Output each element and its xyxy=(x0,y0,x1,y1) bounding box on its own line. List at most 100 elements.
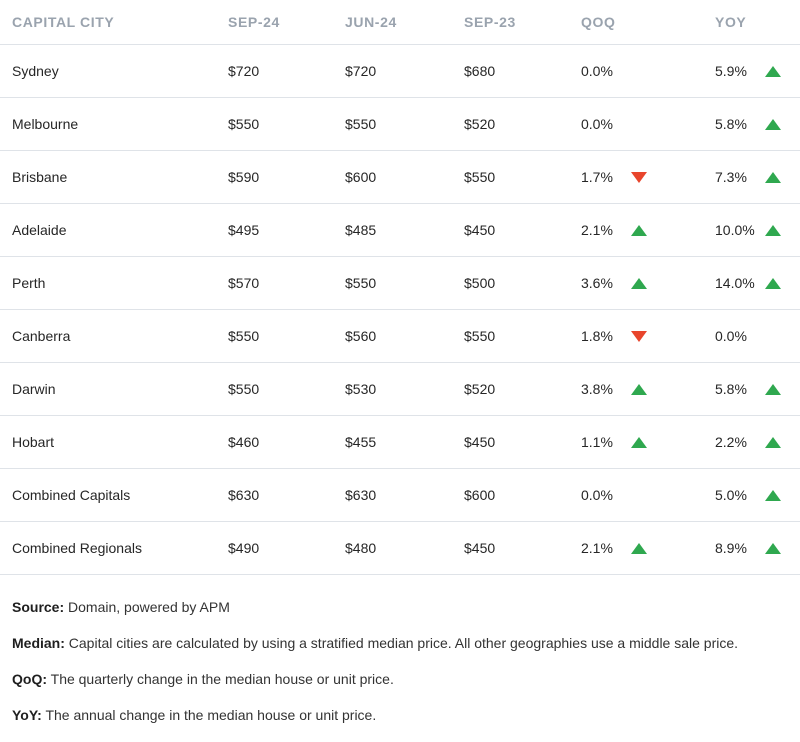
note-text: Domain, powered by APM xyxy=(64,599,230,615)
price-jun-24: $600 xyxy=(345,150,464,204)
triangle-up-icon xyxy=(765,436,781,448)
yoy-change: 0.0% xyxy=(715,309,800,363)
header-capital-city: CAPITAL CITY xyxy=(0,0,228,45)
price-sep-23: $680 xyxy=(464,44,581,98)
price-sep-23: $450 xyxy=(464,521,581,575)
table-row: Combined Capitals $630 $630 $600 0.0% 5.0% xyxy=(0,468,800,522)
yoy-change: 2.2% xyxy=(715,415,800,469)
yoy-change: 5.8% xyxy=(715,362,800,416)
city-name: Combined Regionals xyxy=(0,521,228,575)
city-name: Adelaide xyxy=(0,203,228,257)
triangle-up-icon xyxy=(765,171,781,183)
table-row: Hobart $460 $455 $450 1.1% 2.2% xyxy=(0,415,800,469)
city-name: Darwin xyxy=(0,362,228,416)
triangle-up-icon xyxy=(631,224,647,236)
note-text: The quarterly change in the median house… xyxy=(47,671,394,687)
qoq-change-value: 0.0% xyxy=(581,63,613,79)
city-name: Melbourne xyxy=(0,97,228,151)
qoq-change: 2.1% xyxy=(581,203,715,257)
price-sep-23: $450 xyxy=(464,415,581,469)
note-label: YoY: xyxy=(12,707,42,723)
price-jun-24: $560 xyxy=(345,309,464,363)
qoq-change: 1.1% xyxy=(581,415,715,469)
price-jun-24: $550 xyxy=(345,256,464,310)
yoy-change: 5.0% xyxy=(715,468,800,522)
triangle-up-icon xyxy=(631,277,647,289)
price-sep-24: $490 xyxy=(228,521,345,575)
triangle-up-icon xyxy=(631,383,647,395)
table-row: Brisbane $590 $600 $550 1.7% 7.3% xyxy=(0,150,800,204)
triangle-up-icon xyxy=(631,542,647,554)
city-name: Canberra xyxy=(0,309,228,363)
qoq-change-value: 0.0% xyxy=(581,116,613,132)
triangle-up-icon xyxy=(765,542,781,554)
triangle-up-icon xyxy=(765,383,781,395)
yoy-change-value: 10.0% xyxy=(715,222,755,238)
qoq-change: 1.8% xyxy=(581,309,715,363)
price-sep-24: $550 xyxy=(228,97,345,151)
qoq-change-value: 1.8% xyxy=(581,328,613,344)
triangle-up-icon xyxy=(765,224,781,236)
price-jun-24: $530 xyxy=(345,362,464,416)
price-sep-24: $495 xyxy=(228,203,345,257)
price-jun-24: $455 xyxy=(345,415,464,469)
qoq-change-value: 1.1% xyxy=(581,434,613,450)
price-sep-24: $550 xyxy=(228,362,345,416)
qoq-change: 0.0% xyxy=(581,468,715,522)
qoq-change: 3.6% xyxy=(581,256,715,310)
price-jun-24: $485 xyxy=(345,203,464,257)
yoy-change-value: 2.2% xyxy=(715,434,747,450)
qoq-change-value: 2.1% xyxy=(581,540,613,556)
header-jun-24: JUN-24 xyxy=(345,0,464,45)
qoq-change-value: 3.6% xyxy=(581,275,613,291)
yoy-change-value: 14.0% xyxy=(715,275,755,291)
qoq-change: 2.1% xyxy=(581,521,715,575)
yoy-change-value: 8.9% xyxy=(715,540,747,556)
yoy-change-value: 5.0% xyxy=(715,487,747,503)
qoq-change: 0.0% xyxy=(581,44,715,98)
table-header-row: CAPITAL CITY SEP-24 JUN-24 SEP-23 QOQ YO… xyxy=(0,0,800,45)
triangle-up-icon xyxy=(765,118,781,130)
city-name: Hobart xyxy=(0,415,228,469)
city-name: Combined Capitals xyxy=(0,468,228,522)
note-qoq: QoQ: The quarterly change in the median … xyxy=(12,670,792,706)
table-row: Perth $570 $550 $500 3.6% 14.0% xyxy=(0,256,800,310)
qoq-change-value: 3.8% xyxy=(581,381,613,397)
header-yoy: YOY xyxy=(715,0,800,45)
city-name: Sydney xyxy=(0,44,228,98)
yoy-change-value: 7.3% xyxy=(715,169,747,185)
note-label: Source: xyxy=(12,599,65,615)
note-text: Capital cities are calculated by using a… xyxy=(64,635,739,651)
triangle-down-icon xyxy=(631,171,647,183)
qoq-change: 1.7% xyxy=(581,150,715,204)
price-sep-24: $570 xyxy=(228,256,345,310)
price-sep-23: $520 xyxy=(464,362,581,416)
note-label: Median: xyxy=(12,635,65,651)
header-qoq: QOQ xyxy=(581,0,715,45)
price-sep-23: $550 xyxy=(464,150,581,204)
price-sep-23: $600 xyxy=(464,468,581,522)
yoy-change-value: 5.8% xyxy=(715,381,747,397)
qoq-change-value: 1.7% xyxy=(581,169,613,185)
triangle-up-icon xyxy=(631,436,647,448)
table-footnotes: Source: Domain, powered by APM Median: C… xyxy=(12,598,792,742)
yoy-change-value: 5.8% xyxy=(715,116,747,132)
table-row: Adelaide $495 $485 $450 2.1% 10.0% xyxy=(0,203,800,257)
price-sep-23: $520 xyxy=(464,97,581,151)
header-sep-23: SEP-23 xyxy=(464,0,581,45)
price-jun-24: $550 xyxy=(345,97,464,151)
qoq-change-value: 0.0% xyxy=(581,487,613,503)
yoy-change: 8.9% xyxy=(715,521,800,575)
city-name: Perth xyxy=(0,256,228,310)
note-text: The annual change in the median house or… xyxy=(41,707,377,723)
qoq-change: 0.0% xyxy=(581,97,715,151)
yoy-change-value: 5.9% xyxy=(715,63,747,79)
triangle-up-icon xyxy=(765,489,781,501)
yoy-change-value: 0.0% xyxy=(715,328,747,344)
price-sep-24: $460 xyxy=(228,415,345,469)
qoq-change: 3.8% xyxy=(581,362,715,416)
yoy-change: 5.8% xyxy=(715,97,800,151)
table-row: Melbourne $550 $550 $520 0.0% 5.8% xyxy=(0,97,800,151)
note-median: Median: Capital cities are calculated by… xyxy=(12,634,792,670)
